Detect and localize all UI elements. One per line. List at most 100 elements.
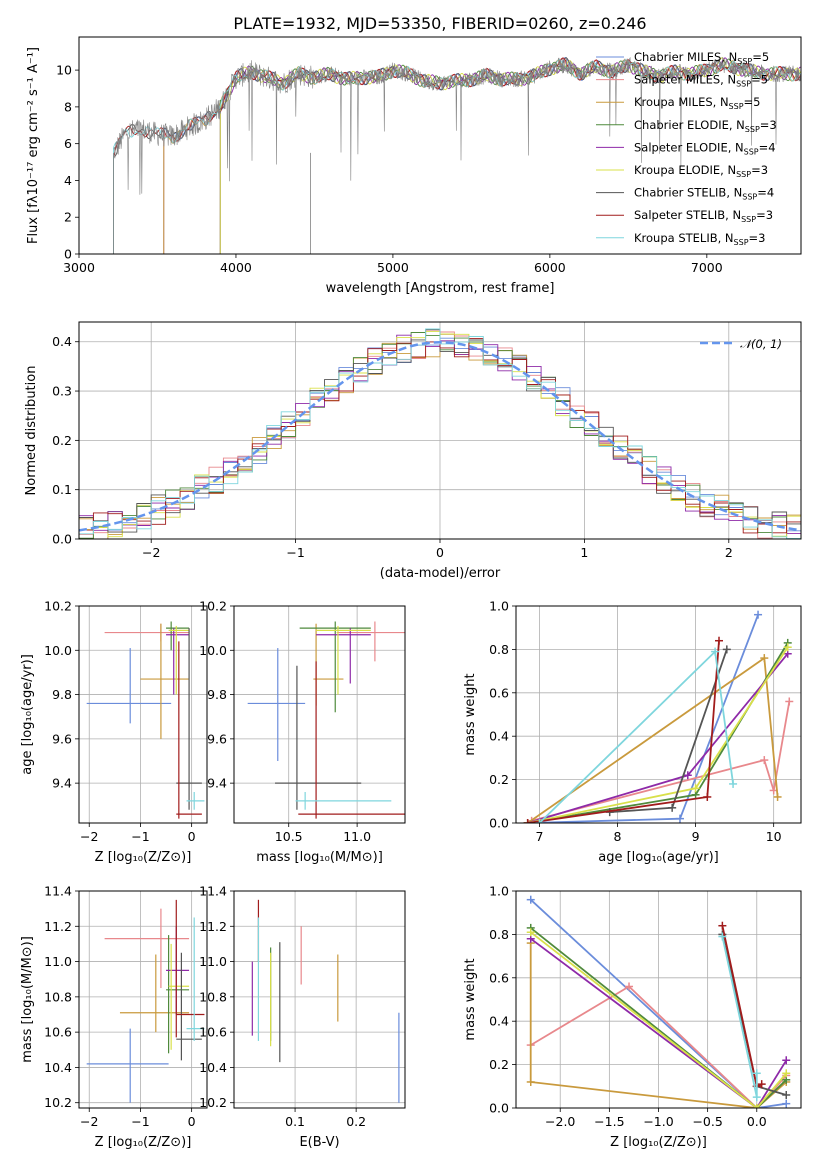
- x-tick-label: 11.0: [343, 829, 371, 844]
- x-axis-label: Z [log₁₀(Z/Z⊙)]: [95, 850, 192, 865]
- panel-mass-vs-Z: −2 −1 0 10.2 10.4 10.6 10.8 11.0 11.2 11.4 Z [log₁…: [20, 884, 208, 1150]
- plot-area-residual-histogram: [79, 322, 801, 539]
- model-spectrum-kroupa-stelib: [113, 59, 801, 254]
- y-tick-label: 1.0: [489, 884, 509, 899]
- legend-label: Chabrier STELIB, NSSP=4: [634, 186, 774, 202]
- errorbar-salpeter-stelib: [298, 661, 405, 819]
- y-axis-label: mass weight: [463, 958, 478, 1040]
- weight-series-kroupa-stelib: [718, 932, 761, 1102]
- errorbar-salpeter-stelib: [176, 641, 202, 819]
- weight-line: [530, 931, 787, 1108]
- y-tick-label: 0.2: [52, 433, 72, 448]
- weight-line: [530, 937, 788, 1108]
- y-tick-label: 10.8: [44, 989, 72, 1004]
- y-tick-label: 10.2: [199, 599, 227, 614]
- x-axis-label: Z [log₁₀(Z/Z⊙)]: [610, 1135, 707, 1150]
- histogram-salpeter-stelib: [79, 338, 801, 534]
- model-spectrum-kroupa-elodie: [219, 57, 801, 254]
- y-tick-label: 10.2: [44, 1095, 72, 1110]
- y-tick-label: 9.8: [207, 687, 227, 702]
- x-tick-label: 0.0: [747, 1114, 767, 1129]
- x-axis-label: E(B-V): [299, 1135, 339, 1150]
- errorbar-chabrier-stelib: [275, 665, 362, 810]
- errorbar-kroupa-miles: [119, 954, 190, 1033]
- weight-line: [530, 927, 787, 1108]
- weight-series-chabrier-miles: [526, 895, 791, 1108]
- x-tick-label: 7000: [691, 260, 723, 275]
- weight-series-kroupa-elodie: [526, 928, 791, 1108]
- weight-line: [530, 899, 787, 1108]
- errorbar-chabrier-stelib: [176, 628, 202, 810]
- weight-line: [531, 701, 791, 822]
- x-tick-label: 0.2: [346, 1114, 366, 1129]
- axes-frame: [78, 890, 208, 1109]
- weight-series-salpeter-miles: [527, 697, 794, 823]
- y-tick-label: 10: [56, 63, 72, 78]
- weight-line: [721, 925, 763, 1088]
- y-tick-label: 10.4: [44, 1060, 72, 1075]
- panel-weight-vs-Z: −2.0 −1.5 −1.0 −0.5 0.0 0.0 0.2 0.4 0.6 0.8 1.0 Z […: [463, 884, 802, 1150]
- errorbar-kroupa-elodie: [168, 625, 190, 695]
- y-tick-label: 9.4: [207, 776, 227, 791]
- x-tick-label: 4000: [220, 260, 252, 275]
- model-spectrum-chabrier-miles: [163, 57, 801, 254]
- plot-area-weight-vs-Z: [516, 891, 801, 1108]
- x-tick-label: 9: [692, 829, 700, 844]
- y-tick-label: 10.6: [199, 1025, 227, 1040]
- y-tick-label: 0.8: [489, 642, 509, 657]
- errorbar-salpeter-elodie: [316, 628, 371, 684]
- grid-age-vs-Z: [79, 606, 207, 823]
- errorbar-salpeter-elodie: [166, 628, 190, 695]
- legend-label: Chabrier MILES, NSSP=5: [634, 50, 769, 66]
- y-tick-label: 0.1: [52, 482, 72, 497]
- x-axis-label: mass [log₁₀(M/M⊙)]: [256, 850, 383, 865]
- y-tick-label: 11.2: [44, 919, 72, 934]
- plot-area-weight-vs-age: [516, 606, 801, 823]
- x-tick-label: 3000: [63, 260, 95, 275]
- y-tick-label: 10.6: [44, 1025, 72, 1040]
- y-axis-label: mass weight: [463, 673, 478, 755]
- model-spectrum-salpeter-elodie: [219, 57, 801, 254]
- x-tick-label: 6000: [534, 260, 566, 275]
- legend-label: 𝒩(0, 1): [740, 337, 782, 351]
- x-tick-label: −1: [131, 1114, 149, 1129]
- weight-series-chabrier-stelib: [605, 645, 731, 817]
- axes-frame: [515, 890, 802, 1109]
- x-tick-label: −2: [80, 829, 98, 844]
- errorbar-chabrier-elodie: [299, 621, 371, 713]
- grid-weight-vs-age: [516, 606, 801, 823]
- normal-pdf-curve: [79, 340, 801, 532]
- axes-frame: [78, 321, 802, 540]
- panel-weight-vs-age: 7 8 9 10 0.0 0.2 0.4 0.6 0.8 1.0 age [log₁₀(age/yr…: [463, 599, 802, 865]
- x-tick-label: 8: [614, 829, 622, 844]
- y-tick-label: 9.6: [207, 731, 227, 746]
- y-tick-label: 10.4: [199, 1060, 227, 1075]
- x-tick-label: −1: [286, 545, 304, 560]
- legend-label: Kroupa STELIB, NSSP=3: [634, 231, 765, 247]
- y-tick-label: 8: [64, 99, 72, 114]
- model-spectrum-salpeter-stelib: [113, 57, 801, 254]
- model-spectrum-chabrier-stelib: [113, 57, 801, 254]
- weight-series-kroupa-stelib: [535, 647, 738, 823]
- legend-label: Salpeter STELIB, NSSP=3: [634, 208, 773, 224]
- y-tick-label: 0.0: [489, 1101, 509, 1116]
- y-axis-label: Normed distribution: [24, 366, 39, 496]
- errorbar-kroupa-stelib: [186, 917, 205, 1041]
- plot-area-mass-vs-Z: [79, 891, 207, 1108]
- x-tick-label: 1: [580, 545, 588, 560]
- figure-title: PLATE=1932, MJD=53350, FIBERID=0260, z=0…: [233, 14, 646, 33]
- x-tick-label: −2: [80, 1114, 98, 1129]
- panel-spectrum: 3000 4000 5000 6000 7000 0 2 4 6 8 10 wavelength [A…: [26, 36, 802, 296]
- y-tick-label: 10.8: [199, 989, 227, 1004]
- legend-label: Salpeter ELODIE, NSSP=4: [634, 140, 776, 156]
- x-tick-label: −1.0: [643, 1114, 673, 1129]
- grid-mass-vs-ebv: [234, 891, 405, 1108]
- errorbar-salpeter-miles: [104, 908, 190, 989]
- y-tick-label: 2: [64, 210, 72, 225]
- x-axis-label: age [log₁₀(age/yr)]: [598, 850, 719, 865]
- errorbar-salpeter-elodie: [166, 926, 190, 1015]
- spectrum-legend: Chabrier MILES, NSSP=5 Salpeter MILES, NS…: [596, 50, 777, 247]
- errorbar-kroupa-stelib: [295, 792, 392, 810]
- axes-frame: [78, 605, 208, 824]
